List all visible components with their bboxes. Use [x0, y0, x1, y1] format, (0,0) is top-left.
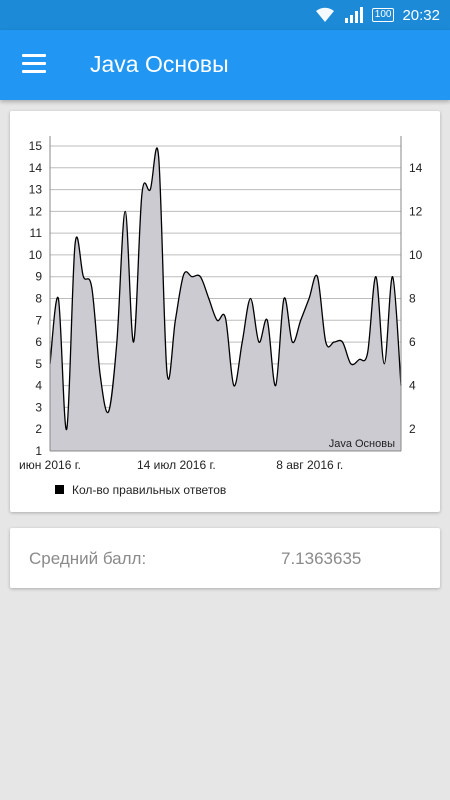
signal-icon — [344, 7, 363, 23]
left-tick-label: 11 — [30, 226, 43, 240]
average-card: Средний балл: 7.1363635 — [10, 528, 440, 588]
x-tick-label: 8 авг 2016 г. — [276, 458, 343, 472]
legend-label: Кол-во правильных ответов — [72, 483, 226, 497]
right-tick-label: 12 — [409, 204, 423, 218]
left-tick-label: 6 — [35, 335, 42, 349]
x-tick-label: 14 июл 2016 г. — [137, 458, 216, 472]
chart-card: 1 2 3 4 5 6 7 8 9 10 11 12 13 14 15 2 4 6 8 10 12 14 июн 201… — [10, 111, 440, 512]
left-tick-label: 7 — [35, 313, 42, 327]
right-tick-label: 6 — [409, 335, 416, 349]
battery-icon: 100 — [371, 8, 395, 22]
wifi-icon — [315, 7, 334, 22]
left-tick-label: 8 — [35, 292, 42, 306]
right-tick-label: 14 — [409, 161, 423, 175]
series-line — [49, 147, 402, 430]
left-tick-label: 9 — [35, 270, 42, 284]
legend-swatch — [55, 485, 64, 494]
average-value: 7.1363635 — [281, 549, 362, 568]
status-bar: 100 20:32 — [0, 0, 450, 30]
hamburger-menu-icon[interactable] — [22, 52, 48, 76]
app-bar: Java Основы — [0, 30, 450, 100]
average-label: Средний балл: — [29, 549, 147, 568]
left-tick-label: 5 — [35, 357, 42, 371]
right-tick-label: 4 — [409, 379, 416, 393]
left-tick-label: 14 — [29, 161, 43, 175]
status-icons: 100 20:32 — [314, 4, 440, 26]
x-tick-label: июн 2016 г. — [19, 458, 81, 472]
right-tick-label: 8 — [409, 292, 416, 306]
left-tick-label: 1 — [35, 444, 42, 458]
chart-annotation: Java Основы — [329, 438, 395, 450]
left-tick-label: 3 — [35, 400, 42, 414]
left-tick-label: 13 — [29, 183, 43, 197]
left-tick-label: 10 — [29, 248, 43, 262]
left-tick-label: 15 — [29, 139, 43, 153]
status-time: 20:32 — [402, 6, 440, 24]
left-tick-label: 12 — [29, 204, 43, 218]
left-tick-label: 4 — [35, 379, 42, 393]
left-tick-label: 2 — [35, 422, 42, 436]
page-title: Java Основы — [90, 51, 229, 77]
right-tick-label: 10 — [409, 248, 423, 262]
series-area — [50, 147, 401, 451]
right-tick-label: 2 — [409, 422, 416, 436]
